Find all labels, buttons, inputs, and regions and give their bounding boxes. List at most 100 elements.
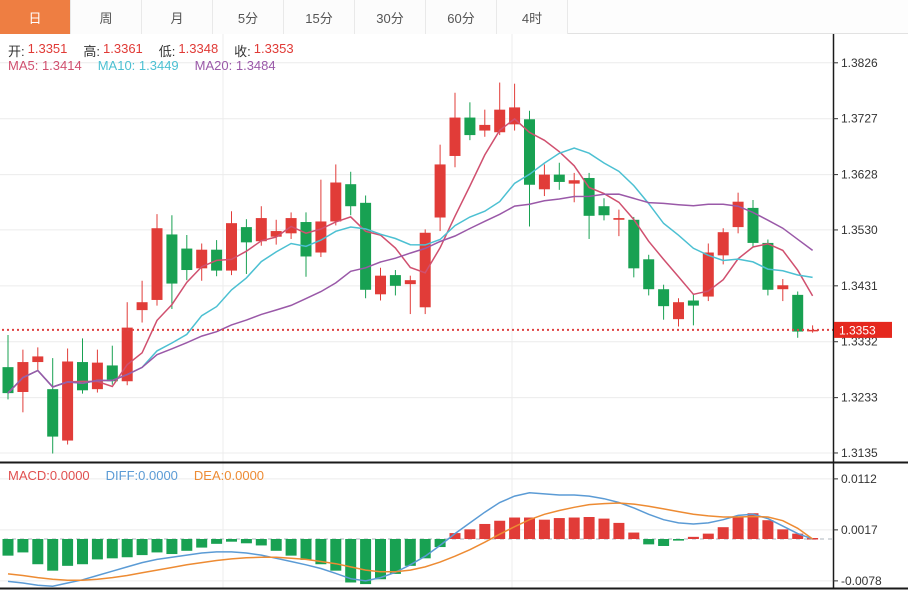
macd-bar[interactable] — [658, 539, 670, 546]
macd-bar[interactable] — [509, 517, 521, 539]
macd-bar[interactable] — [598, 518, 610, 539]
tab-4hour[interactable]: 4时 — [497, 0, 568, 34]
macd-bar[interactable] — [270, 539, 282, 551]
candle[interactable] — [568, 180, 580, 184]
macd-bar[interactable] — [568, 517, 580, 539]
candle[interactable] — [32, 356, 44, 363]
macd-bar[interactable] — [538, 519, 550, 539]
candle[interactable] — [673, 302, 684, 320]
macd-bar[interactable] — [687, 536, 699, 539]
candle[interactable] — [464, 117, 476, 136]
tab-5min[interactable]: 5分 — [213, 0, 284, 34]
candle[interactable] — [777, 285, 789, 290]
macd-bar[interactable] — [583, 516, 595, 539]
macd-bar[interactable] — [151, 539, 163, 553]
candle[interactable] — [226, 223, 237, 271]
macd-bar[interactable] — [643, 539, 655, 545]
candle[interactable] — [702, 252, 714, 297]
macd-bar[interactable] — [166, 539, 178, 555]
macd-bar[interactable] — [62, 539, 74, 566]
candle[interactable] — [270, 231, 282, 237]
candle[interactable] — [136, 302, 148, 311]
candle[interactable] — [419, 232, 431, 308]
macd-bar[interactable] — [419, 539, 431, 559]
candle[interactable] — [389, 275, 401, 286]
candle[interactable] — [404, 280, 416, 285]
macd-bar[interactable] — [613, 522, 625, 539]
candle[interactable] — [732, 201, 744, 228]
candle[interactable] — [375, 275, 386, 295]
macd-bar[interactable] — [494, 520, 506, 539]
macd-bar[interactable] — [673, 539, 684, 541]
candle[interactable] — [762, 242, 774, 290]
macd-bar[interactable] — [375, 539, 386, 580]
candle[interactable] — [2, 367, 14, 394]
candle[interactable] — [300, 222, 312, 257]
candle[interactable] — [47, 389, 59, 437]
candle[interactable] — [658, 289, 670, 307]
macd-bar[interactable] — [196, 539, 208, 548]
tab-day[interactable]: 日 — [0, 0, 71, 34]
candle[interactable] — [628, 219, 640, 269]
tab-month[interactable]: 月 — [142, 0, 213, 34]
macd-bar[interactable] — [91, 539, 103, 560]
macd-bar[interactable] — [449, 533, 461, 539]
candle[interactable] — [494, 109, 506, 133]
candle[interactable] — [151, 228, 163, 300]
macd-bar[interactable] — [2, 539, 14, 556]
macd-bar[interactable] — [300, 539, 312, 560]
macd-bar[interactable] — [360, 539, 372, 585]
macd-bar[interactable] — [315, 539, 327, 565]
candle[interactable] — [196, 249, 208, 269]
candle[interactable] — [613, 218, 625, 220]
candle[interactable] — [77, 362, 88, 391]
candle[interactable] — [747, 207, 759, 243]
candle[interactable] — [62, 361, 74, 441]
macd-bar[interactable] — [434, 539, 446, 548]
macd-bar[interactable] — [389, 539, 401, 574]
macd-bar[interactable] — [121, 539, 133, 558]
macd-bar[interactable] — [226, 539, 237, 542]
macd-bar[interactable] — [628, 532, 640, 539]
macd-bar[interactable] — [106, 539, 118, 559]
candle[interactable] — [121, 327, 133, 382]
macd-bar[interactable] — [404, 539, 416, 566]
candle[interactable] — [553, 174, 565, 182]
candle[interactable] — [255, 218, 267, 242]
candle[interactable] — [509, 107, 521, 125]
macd-bar[interactable] — [345, 539, 357, 583]
macd-bar[interactable] — [285, 539, 297, 556]
macd-bar[interactable] — [77, 539, 88, 565]
tab-30min[interactable]: 30分 — [355, 0, 426, 34]
macd-bar[interactable] — [330, 539, 342, 571]
macd-bar[interactable] — [747, 513, 759, 539]
candle[interactable] — [360, 202, 372, 290]
candle[interactable] — [166, 234, 178, 284]
macd-bar[interactable] — [732, 516, 744, 539]
candle[interactable] — [643, 259, 655, 290]
candle[interactable] — [538, 174, 550, 190]
candle[interactable] — [345, 184, 357, 207]
macd-bar[interactable] — [136, 539, 148, 556]
macd-bar[interactable] — [553, 518, 565, 539]
tab-60min[interactable]: 60分 — [426, 0, 497, 34]
candle[interactable] — [598, 206, 610, 216]
candle[interactable] — [479, 124, 491, 131]
macd-bar[interactable] — [32, 539, 44, 565]
candle[interactable] — [524, 119, 535, 185]
macd-bar[interactable] — [479, 523, 491, 539]
candle[interactable] — [449, 117, 461, 156]
tab-week[interactable]: 周 — [71, 0, 142, 34]
candle[interactable] — [792, 294, 804, 332]
macd-bar[interactable] — [702, 533, 714, 539]
macd-bar[interactable] — [240, 539, 252, 544]
candle[interactable] — [434, 164, 446, 218]
tab-15min[interactable]: 15分 — [284, 0, 355, 34]
candle[interactable] — [330, 182, 342, 222]
macd-bar[interactable] — [181, 539, 193, 551]
macd-bar[interactable] — [524, 517, 535, 539]
candle[interactable] — [717, 232, 729, 256]
macd-bar[interactable] — [211, 539, 223, 544]
macd-bar[interactable] — [464, 529, 476, 539]
